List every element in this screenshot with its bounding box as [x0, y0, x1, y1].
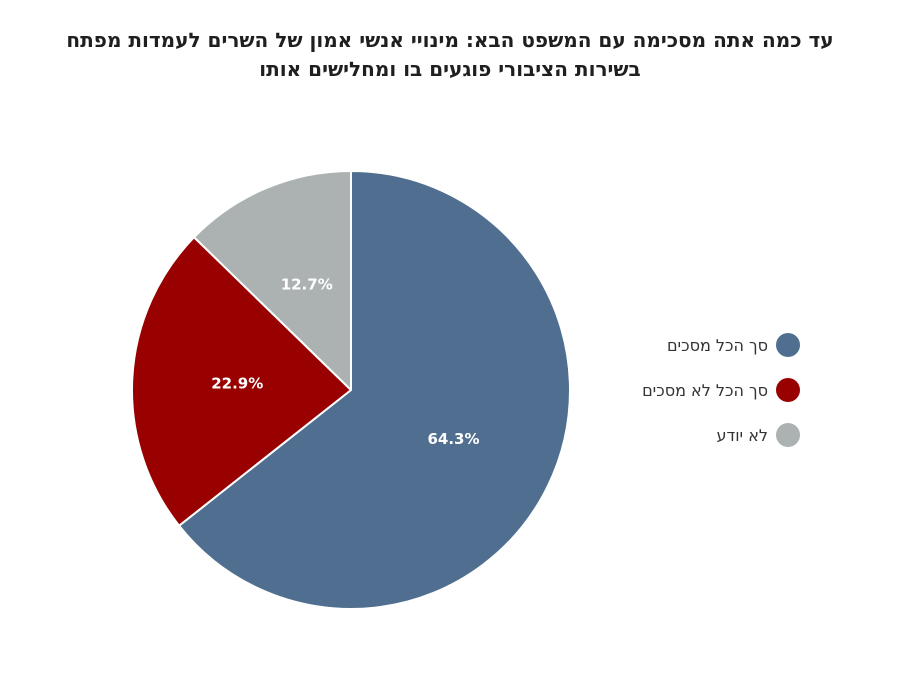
legend-swatch-disagree: [776, 378, 800, 402]
pie-data-label-disagree: 22.9%: [211, 375, 263, 393]
pie-slice-disagree[interactable]: [131, 236, 352, 527]
chart-title: עד כמה אתה מסכימה עם המשפט הבא: מינויי א…: [20, 26, 880, 84]
legend-label-disagree: סך הכל לא מסכים: [642, 380, 768, 400]
legend-item-disagree[interactable]: סך הכל לא מסכים: [642, 377, 800, 403]
legend-item-dont-know[interactable]: לא יודע: [642, 422, 800, 448]
legend-swatch-agree: [776, 333, 800, 357]
pie-data-label-agree: 64.3%: [427, 430, 479, 448]
pie-slice-agree[interactable]: [178, 170, 571, 610]
chart-title-line-1: עד כמה אתה מסכימה עם המשפט הבא: מינויי א…: [66, 28, 834, 52]
legend-item-agree[interactable]: סך הכל מסכים: [642, 332, 800, 358]
legend-label-dont-know: לא יודע: [716, 425, 768, 445]
chart-legend: סך הכל מסכים סך הכל לא מסכים לא יודע: [642, 332, 800, 467]
chart-title-line-2: בשירות הציבורי פוגעים בו ומחלישים אותו: [259, 57, 641, 81]
pie-data-label-dont-know: 12.7%: [281, 276, 333, 294]
legend-label-agree: סך הכל מסכים: [666, 335, 768, 355]
pie-slice-dont-know[interactable]: [193, 170, 352, 391]
legend-swatch-dont-know: [776, 423, 800, 447]
